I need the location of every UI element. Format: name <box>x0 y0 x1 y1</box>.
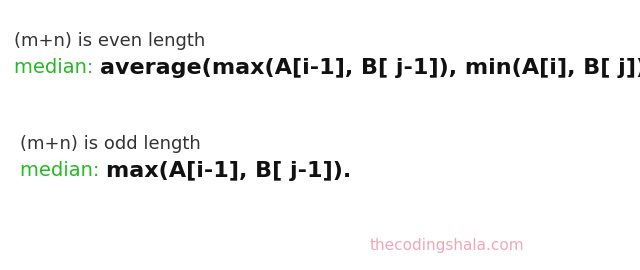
Text: (m+n) is even length: (m+n) is even length <box>14 32 205 50</box>
Text: thecodingshala.com: thecodingshala.com <box>370 238 525 253</box>
Text: average(max(A[i-1], B[ j-1]), min(A[i], B[ j])).: average(max(A[i-1], B[ j-1]), min(A[i], … <box>100 58 640 78</box>
Text: median:: median: <box>14 58 100 77</box>
Text: (m+n) is odd length: (m+n) is odd length <box>20 135 201 153</box>
Text: max(A[i-1], B[ j-1]).: max(A[i-1], B[ j-1]). <box>106 161 351 181</box>
Text: median:: median: <box>20 161 106 180</box>
